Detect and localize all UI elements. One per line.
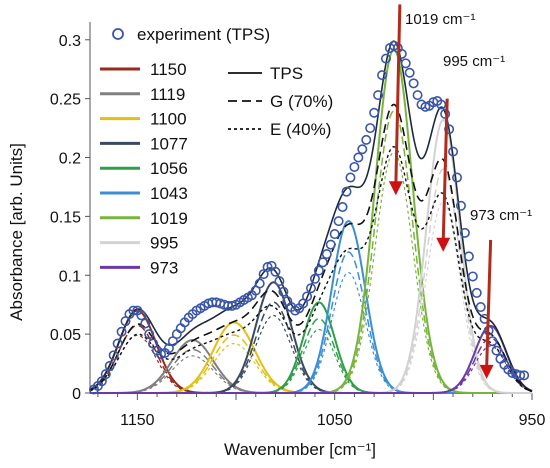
experiment-point <box>108 350 119 361</box>
experiment-point <box>104 360 115 371</box>
experiment-point <box>377 70 388 81</box>
annotations-layer: 1019 cm⁻¹ 995 cm⁻¹ 973 cm⁻¹ <box>405 11 532 224</box>
experiment-point <box>369 107 380 118</box>
experiment-point <box>337 201 348 212</box>
experiment-point <box>140 318 151 329</box>
experiment-point <box>329 229 340 240</box>
component-e-curve-973 <box>90 345 533 394</box>
y-tick-label: 0 <box>72 386 81 403</box>
experiment-point <box>404 67 415 78</box>
experiment-point <box>112 338 123 349</box>
experiment-point <box>144 329 155 340</box>
experiment-point <box>317 257 328 268</box>
legend-label-1077: 1077 <box>150 134 188 153</box>
experiment-point <box>270 266 281 277</box>
experiment-point <box>274 276 285 287</box>
x-tick-label: 1050 <box>317 412 353 429</box>
annotation-995: 995 cm⁻¹ <box>443 53 505 70</box>
experiment-point <box>128 305 139 316</box>
experiment-point <box>455 200 466 211</box>
experiment-point <box>412 90 423 101</box>
y-tick-label: 0.25 <box>50 92 81 109</box>
experiment-point <box>491 345 502 356</box>
legend-experiment-label: experiment (TPS) <box>137 25 270 44</box>
experiment-point <box>373 90 384 101</box>
legend-sum-label-1: G (70%) <box>270 92 333 111</box>
legend-sum-label-0: TPS <box>270 64 303 83</box>
experiment-point <box>463 251 474 262</box>
arrow-head-2 <box>479 364 494 379</box>
experiment-point <box>448 146 459 157</box>
experiment-point <box>519 370 530 381</box>
experiment-point <box>408 78 419 89</box>
annotation-973: 973 cm⁻¹ <box>470 207 532 224</box>
legend-label-1019: 1019 <box>150 209 188 228</box>
experiment-point <box>309 273 320 284</box>
experiment-point <box>333 216 344 227</box>
experiment-point <box>357 144 368 155</box>
experiment-point <box>325 239 336 250</box>
legend-label-1043: 1043 <box>150 184 188 203</box>
experiment-point <box>361 134 372 145</box>
legend-label-973: 973 <box>150 258 178 277</box>
experiment-point <box>116 326 127 337</box>
x-tick-label: 950 <box>519 412 546 429</box>
arrows-layer <box>388 4 494 379</box>
component-curves-layer <box>89 48 533 394</box>
legend-label-995: 995 <box>150 234 178 253</box>
y-tick-label: 0.15 <box>50 209 81 226</box>
experiment-point <box>515 370 526 381</box>
experiment-point <box>365 123 376 134</box>
y-tick-label: 0.1 <box>59 268 81 285</box>
legend-layer: experiment (TPS) 1150 1119 1100 1077 1056 1043… <box>100 25 333 277</box>
arrow-head-0 <box>388 181 403 196</box>
arrow-line-2 <box>485 239 493 369</box>
experiment-point <box>400 58 411 69</box>
experiment-point <box>467 271 478 282</box>
axes-layer: 0 0.05 0.1 0.15 0.2 0.25 0.3 1150 1050 950 <box>50 22 546 429</box>
experiment-point <box>136 310 147 321</box>
arrow-line-0 <box>394 4 402 186</box>
experiment-point <box>471 287 482 298</box>
legend-sum-label-2: E (40%) <box>270 120 331 139</box>
experiment-point <box>302 291 313 302</box>
y-tick-label: 0.2 <box>59 151 81 168</box>
experiment-point <box>452 172 463 183</box>
experiment-point <box>321 249 332 260</box>
arrow-line-1 <box>441 98 449 242</box>
x-tick-label: 1150 <box>120 412 155 429</box>
legend-label-1056: 1056 <box>150 159 188 178</box>
experiment-point <box>459 227 470 238</box>
legend-label-1119: 1119 <box>150 85 185 104</box>
experiment-points-layer <box>88 40 530 395</box>
experiment-point <box>436 99 447 110</box>
experiment-point <box>475 302 486 313</box>
experiment-point <box>349 161 360 172</box>
arrow-head-1 <box>436 237 451 252</box>
experiment-point <box>100 369 111 380</box>
y-tick-label: 0.05 <box>50 327 81 344</box>
component-g-curve-1119 <box>90 348 532 394</box>
experiment-point <box>254 278 265 289</box>
experiment-point <box>278 286 289 297</box>
experiment-point <box>380 53 391 64</box>
annotation-1019: 1019 cm⁻¹ <box>405 11 475 28</box>
y-axis-title: Absorbance [arb. Units] <box>7 143 26 321</box>
legend-label-1100: 1100 <box>150 110 187 129</box>
experiment-point <box>353 152 364 163</box>
experiment-point <box>345 172 356 183</box>
y-tick-label: 0.3 <box>59 33 81 50</box>
legend-label-1150: 1150 <box>150 60 187 79</box>
experiment-point <box>305 283 316 294</box>
experiment-point <box>341 186 352 197</box>
legend-experiment-marker <box>112 28 124 40</box>
x-axis-title: Wavenumber [cm⁻¹] <box>224 440 376 459</box>
experiment-point <box>313 265 324 276</box>
